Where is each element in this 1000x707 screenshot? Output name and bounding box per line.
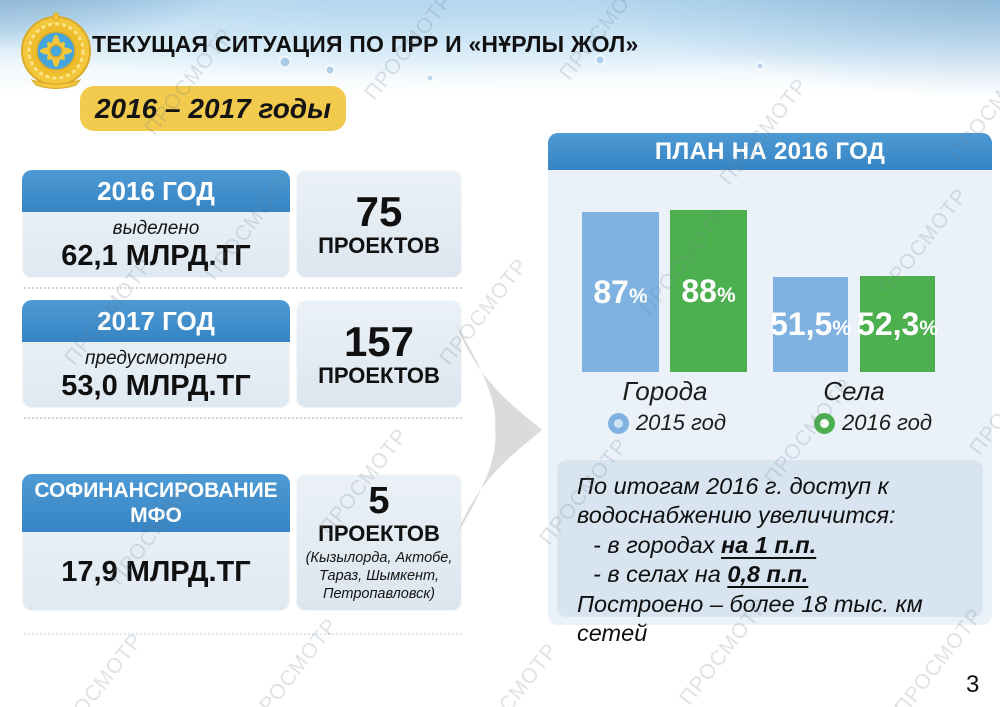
projects-label-2016: ПРОЕКТОВ bbox=[318, 232, 440, 258]
funding-row-2017: 2017 ГОД предусмотрено 53,0 МЛРД.ТГ 157 … bbox=[0, 300, 470, 408]
category-label-goroda: Города bbox=[622, 376, 708, 406]
projects-label-2017: ПРОЕКТОВ bbox=[318, 362, 440, 388]
row-separator-dotted bbox=[24, 287, 462, 289]
summary-item-cities: - в городах на 1 п.п. bbox=[593, 531, 817, 558]
projects-card-2016: 75 ПРОЕКТОВ bbox=[296, 170, 462, 278]
category-label-sela: Села bbox=[823, 376, 885, 406]
summary-line-1: По итогам 2016 г. доступ к bbox=[577, 473, 889, 499]
cofinancing-cities-note: (Кызылорда, Актобе, Тараз, Шымкент, Петр… bbox=[305, 549, 453, 603]
funding-card-2016-header: 2016 ГОД bbox=[22, 170, 290, 212]
summary-footer: Построено – более 18 тыс. км сетей bbox=[577, 590, 923, 646]
bar-2016-goroda: 88% bbox=[670, 210, 747, 372]
funding-card-2017: 2017 ГОД предусмотрено 53,0 МЛРД.ТГ bbox=[22, 300, 290, 408]
summary-item-villages: - в селах на 0,8 п.п. bbox=[593, 561, 809, 588]
funding-card-2016: 2016 ГОД выделено 62,1 МЛРД.ТГ bbox=[22, 170, 290, 278]
legend-label-2016: 2016 год bbox=[842, 410, 933, 435]
bar-chart: 87% 88% 51,5% 52,3% bbox=[548, 170, 992, 372]
funding-card-2016-amount: 62,1 МЛРД.ТГ bbox=[61, 239, 251, 272]
funding-card-2016-note: выделено bbox=[112, 217, 200, 239]
cofinancing-projects-count: 5 bbox=[368, 479, 390, 522]
chart-legend: 2015 год 2016 год bbox=[548, 410, 992, 436]
years-badge: 2016 – 2017 годы bbox=[80, 86, 346, 131]
cofinancing-card: СОФИНАНСИРОВАНИЕ МФО 17,9 МЛРД.ТГ bbox=[22, 474, 290, 611]
bar-2015-goroda: 87% bbox=[582, 212, 659, 372]
cofinancing-projects-label: ПРОЕКТОВ bbox=[318, 520, 440, 546]
slide-title: ТЕКУЩАЯ СИТУАЦИЯ ПО ПРР И «НҰРЛЫ ЖОЛ» bbox=[92, 31, 639, 57]
row-separator-dotted bbox=[24, 417, 462, 419]
chart-title: ПЛАН НА 2016 ГОД bbox=[548, 133, 992, 170]
watermark-text: ПРОСМОТР bbox=[245, 613, 343, 707]
cofinancing-projects-card: 5 ПРОЕКТОВ (Кызылорда, Актобе, Тараз, Шы… bbox=[296, 474, 462, 611]
summary-box: По итогам 2016 г. доступ к водоснабжению… bbox=[557, 460, 983, 646]
projects-card-2017: 157 ПРОЕКТОВ bbox=[296, 300, 462, 408]
funding-card-2017-amount: 53,0 МЛРД.ТГ bbox=[61, 369, 251, 402]
cities-increase-value: на 1 п.п. bbox=[721, 531, 817, 558]
villages-increase-value: 0,8 п.п. bbox=[727, 561, 809, 588]
row-separator-dotted bbox=[24, 633, 462, 635]
cofinancing-card-header: СОФИНАНСИРОВАНИЕ МФО bbox=[22, 474, 290, 532]
bar-2015-sela: 51,5% bbox=[770, 277, 851, 372]
watermark-text: ПРОСМОТР bbox=[50, 628, 148, 707]
funding-card-2017-note: предусмотрено bbox=[84, 347, 228, 369]
right-chevron-arrow-icon bbox=[456, 324, 542, 536]
cofinancing-row: СОФИНАНСИРОВАНИЕ МФО 17,9 МЛРД.ТГ 5 ПРОЕ… bbox=[0, 474, 470, 611]
legend-item-2015: 2015 год bbox=[607, 410, 726, 436]
legend-marker-2016-icon bbox=[814, 412, 835, 434]
summary-line-2: водоснабжению увеличится: bbox=[577, 502, 896, 529]
projects-count-2017: 157 bbox=[343, 317, 415, 365]
legend-item-2016: 2016 год bbox=[814, 410, 932, 436]
projects-count-2016: 75 bbox=[355, 187, 403, 235]
plan-2016-panel: ПЛАН НА 2016 ГОД 87% 88% 51,5% 52,3% Гор… bbox=[548, 133, 992, 646]
kazakhstan-emblem-icon bbox=[21, 12, 91, 89]
legend-label-2015: 2015 год bbox=[635, 410, 726, 435]
page-number: 3 bbox=[966, 671, 980, 698]
legend-marker-2015-icon bbox=[607, 412, 629, 434]
funding-row-2016: 2016 ГОД выделено 62,1 МЛРД.ТГ 75 ПРОЕКТ… bbox=[0, 170, 470, 278]
water-splash-header-image bbox=[0, 0, 1000, 97]
bar-2016-sela: 52,3% bbox=[857, 276, 938, 372]
watermark-text: ПРОСМОТР bbox=[465, 638, 563, 707]
cofinancing-amount: 17,9 МЛРД.ТГ bbox=[61, 555, 251, 588]
funding-card-2017-header: 2017 ГОД bbox=[22, 300, 290, 342]
